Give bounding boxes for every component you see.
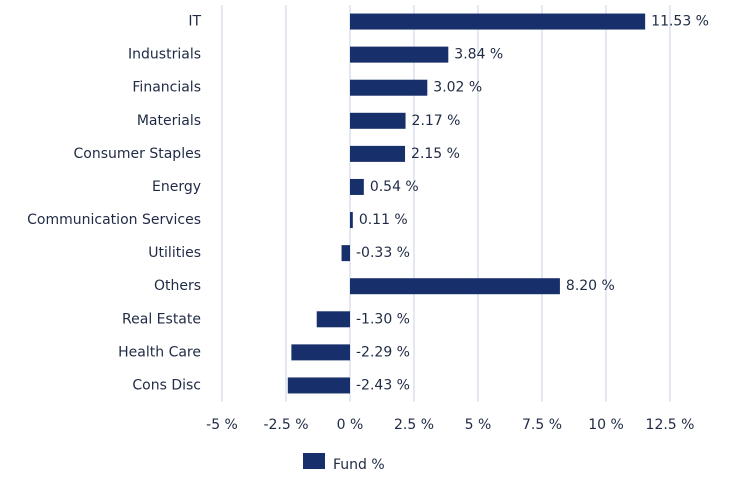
value-label: -0.33 %	[356, 245, 410, 261]
x-tick-label: 10 %	[588, 417, 624, 433]
bar	[350, 46, 449, 63]
y-tick-label: Real Estate	[122, 311, 201, 327]
y-tick-label: Others	[154, 278, 201, 294]
y-tick-label: Consumer Staples	[74, 146, 201, 162]
y-tick-label: Industrials	[128, 47, 201, 63]
bar	[341, 245, 350, 262]
bar	[350, 112, 406, 129]
y-tick-label: Cons Disc	[132, 377, 201, 393]
bar	[350, 278, 560, 295]
x-tick-label: 0 %	[337, 417, 364, 433]
value-label: 3.84 %	[454, 47, 503, 63]
bar	[316, 311, 350, 328]
y-tick-label: Materials	[137, 113, 201, 129]
x-tick-label: 12.5 %	[646, 417, 695, 433]
bar	[350, 145, 406, 162]
x-tick-label: 7.5 %	[522, 417, 562, 433]
value-label: -2.43 %	[356, 377, 410, 393]
value-label: 2.15 %	[411, 146, 460, 162]
y-tick-label: Health Care	[118, 344, 201, 360]
bar	[291, 344, 350, 361]
value-label: 0.11 %	[359, 212, 408, 228]
value-label: 0.54 %	[370, 179, 419, 195]
x-tick-label: 5 %	[465, 417, 492, 433]
bar	[287, 377, 350, 394]
y-tick-label: IT	[188, 14, 201, 30]
x-tick-label: -5 %	[206, 417, 238, 433]
x-tick-label: -2.5 %	[263, 417, 308, 433]
value-label: 2.17 %	[412, 113, 461, 129]
value-label: -2.29 %	[356, 344, 410, 360]
y-tick-label: Utilities	[148, 245, 201, 261]
legend-swatch	[303, 453, 325, 469]
bar	[350, 212, 353, 229]
value-label: 3.02 %	[433, 80, 482, 96]
value-label: 8.20 %	[566, 278, 615, 294]
bar	[350, 178, 364, 195]
y-tick-label: Communication Services	[27, 212, 201, 228]
x-tick-label: 2.5 %	[394, 417, 434, 433]
bar	[350, 13, 646, 30]
bar	[350, 79, 428, 96]
y-tick-label: Financials	[132, 80, 201, 96]
value-label: -1.30 %	[356, 311, 410, 327]
y-tick-label: Energy	[152, 179, 201, 195]
value-label: 11.53 %	[651, 14, 709, 30]
legend-label: Fund %	[333, 457, 385, 473]
